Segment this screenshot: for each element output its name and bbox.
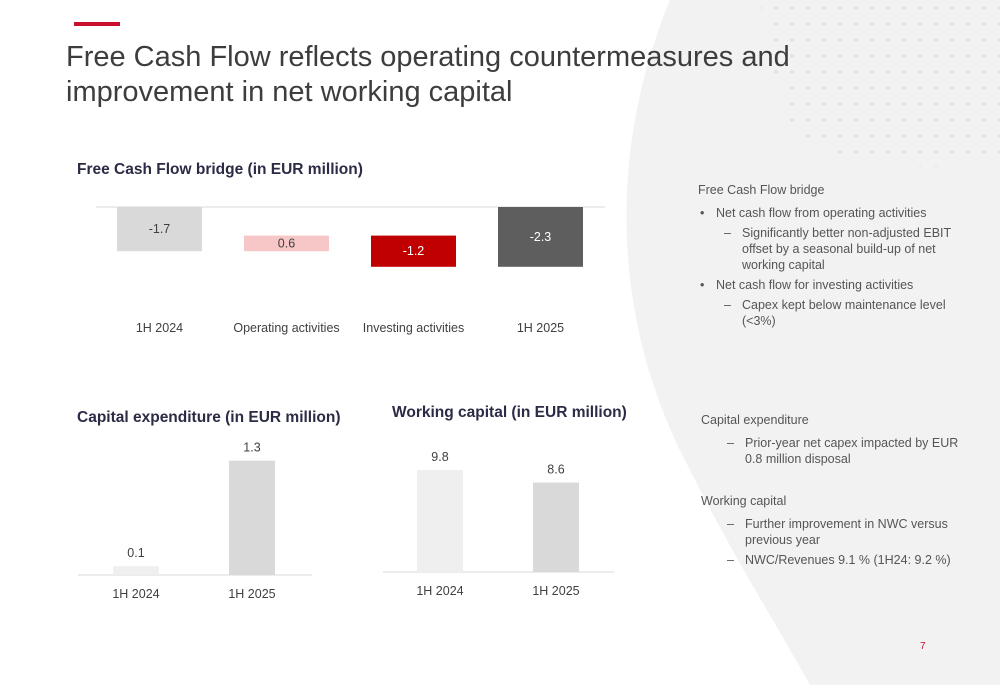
fcf-notes-sub-operating: Significantly better non-adjusted EBIT o… — [698, 225, 958, 273]
fcf-category-label: 1H 2025 — [517, 321, 564, 335]
fcf-bridge-chart-title: Free Cash Flow bridge (in EUR million) — [77, 161, 363, 178]
wc-bar — [417, 470, 463, 572]
fcf-bar — [117, 207, 202, 252]
fcf-notes-bullet-operating: Net cash flow from operating activities — [698, 205, 958, 221]
wc-notes-heading: Working capital — [701, 494, 787, 508]
working-capital-chart-title: Working capital (in EUR million) — [392, 404, 627, 421]
wc-data-label: 9.8 — [431, 450, 448, 464]
fcf-notes-bullet-investing: Net cash flow for investing activities — [698, 277, 958, 293]
capex-wc-notes: Capital expenditure Prior-year net capex… — [701, 412, 959, 572]
capex-data-label: 0.1 — [127, 546, 144, 560]
page-number: 7 — [920, 641, 926, 652]
capex-bar — [229, 460, 275, 575]
fcf-category-label: Operating activities — [233, 321, 339, 335]
fcf-notes-sub-investing: Capex kept below maintenance level (<3%) — [698, 297, 958, 329]
page-title: Free Cash Flow reflects operating counte… — [66, 41, 790, 108]
capex-notes-sub: Prior-year net capex impacted by EUR 0.8… — [701, 435, 959, 467]
fcf-bar — [371, 235, 456, 267]
title-accent-bar — [74, 22, 120, 26]
wc-bar — [533, 482, 579, 572]
fcf-data-label: -1.7 — [149, 222, 171, 236]
fcf-category-label: Investing activities — [363, 321, 464, 335]
wc-category-label: 1H 2024 — [416, 584, 463, 598]
fcf-data-label: -1.2 — [403, 244, 425, 258]
fcf-notes: Free Cash Flow bridge Net cash flow from… — [698, 182, 958, 333]
fcf-bar — [498, 207, 583, 267]
fcf-data-label: -2.3 — [530, 230, 552, 244]
capex-notes-heading: Capital expenditure — [701, 413, 809, 427]
capex-chart-title: Capital expenditure (in EUR million) — [77, 409, 341, 426]
capex-category-label: 1H 2025 — [228, 587, 275, 601]
capex-bar — [113, 566, 159, 575]
fcf-category-label: 1H 2024 — [136, 321, 183, 335]
wc-data-label: 8.6 — [547, 463, 564, 477]
fcf-data-label: 0.6 — [278, 236, 295, 250]
wc-notes-sub-ratio: NWC/Revenues 9.1 % (1H24: 9.2 %) — [701, 552, 959, 568]
capex-category-label: 1H 2024 — [112, 587, 159, 601]
wc-category-label: 1H 2025 — [532, 584, 579, 598]
capex-data-label: 1.3 — [243, 441, 260, 455]
fcf-bar — [244, 235, 329, 252]
wc-notes-sub-improvement: Further improvement in NWC versus previo… — [701, 516, 959, 548]
fcf-notes-heading: Free Cash Flow bridge — [698, 183, 825, 197]
